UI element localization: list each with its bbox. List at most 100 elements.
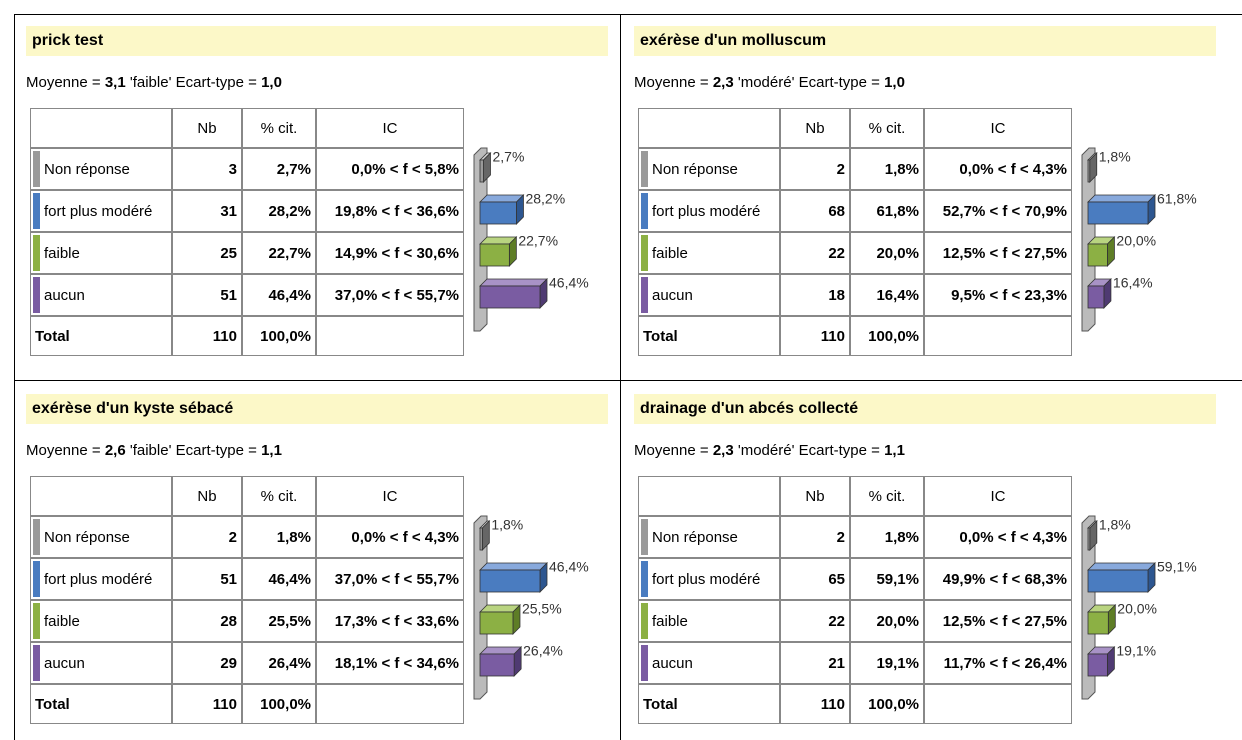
table-cell xyxy=(316,684,464,724)
table-cell xyxy=(30,108,172,148)
color-strip xyxy=(33,645,40,681)
table-cell: 0,0% < f < 4,3% xyxy=(316,516,464,558)
table-cell: 46,4% xyxy=(242,558,316,600)
subtitle-part: 3,1 xyxy=(104,74,126,91)
table-cell: 31 xyxy=(172,190,242,232)
border xyxy=(14,380,1242,381)
panel-title: exérèse d'un kyste sébacé xyxy=(26,394,608,424)
table-header: Nb xyxy=(780,108,850,148)
table-cell: 9,5% < f < 23,3% xyxy=(924,274,1072,316)
bar xyxy=(1087,201,1149,225)
row-label: fort plus modéré xyxy=(638,190,780,232)
subtitle-part: 'modéré' xyxy=(737,442,795,459)
color-strip xyxy=(33,277,40,313)
bar xyxy=(479,243,510,267)
table-cell: 1,8% xyxy=(242,516,316,558)
table-cell xyxy=(638,476,780,516)
bar xyxy=(479,285,541,309)
table-cell: 12,5% < f < 27,5% xyxy=(924,600,1072,642)
subtitle-part: Ecart-type = xyxy=(798,74,880,91)
table-cell: 26,4% xyxy=(242,642,316,684)
bar xyxy=(479,569,541,593)
panel-title: drainage d'un abcés collecté xyxy=(634,394,1216,424)
color-strip xyxy=(33,603,40,639)
table-cell xyxy=(924,316,1072,356)
color-strip xyxy=(641,151,648,187)
total-cell: 100,0% xyxy=(242,316,316,356)
value-label: 16,4% xyxy=(1113,275,1153,291)
subtitle-part: 1,0 xyxy=(261,74,282,91)
color-strip xyxy=(33,235,40,271)
bar-chart: 1,8% 61,8% 20,0% 16,4% xyxy=(1081,147,1197,332)
panel-title: exérèse d'un molluscum xyxy=(634,26,1216,56)
row-label: Non réponse xyxy=(30,516,172,558)
row-label: fort plus modéré xyxy=(30,190,172,232)
bar-chart: 2,7% 28,2% 22,7% 46,4% xyxy=(473,147,589,332)
total-cell: 110 xyxy=(780,316,850,356)
value-label: 59,1% xyxy=(1157,559,1197,575)
bar xyxy=(1087,611,1109,635)
color-strip xyxy=(641,561,648,597)
value-label: 26,4% xyxy=(523,643,563,659)
subtitle-part: 1,1 xyxy=(884,442,905,459)
subtitle: Moyenne = 2,6 'faible' Ecart-type = 1,1 xyxy=(26,442,286,459)
table-header: IC xyxy=(316,108,464,148)
table-cell: 20,0% xyxy=(850,600,924,642)
table-cell xyxy=(638,108,780,148)
value-label: 19,1% xyxy=(1116,643,1156,659)
color-strip xyxy=(641,645,648,681)
table-header: % cit. xyxy=(242,476,316,516)
table-cell: 12,5% < f < 27,5% xyxy=(924,232,1072,274)
table-cell: 2 xyxy=(780,148,850,190)
table-cell: 65 xyxy=(780,558,850,600)
table-cell: 17,3% < f < 33,6% xyxy=(316,600,464,642)
total-cell: 110 xyxy=(780,684,850,724)
value-label: 1,8% xyxy=(491,517,523,533)
row-label: faible xyxy=(638,232,780,274)
subtitle-part: 'modéré' xyxy=(737,74,795,91)
total-label: Total xyxy=(638,316,780,356)
table-cell: 61,8% xyxy=(850,190,924,232)
bar-top xyxy=(479,562,548,571)
total-label: Total xyxy=(30,316,172,356)
table-cell: 21 xyxy=(780,642,850,684)
value-label: 1,8% xyxy=(1099,149,1131,165)
bar xyxy=(1087,159,1091,183)
bar-chart: 1,8% 46,4% 25,5% 26,4% xyxy=(473,515,589,700)
table-cell: 2 xyxy=(172,516,242,558)
bar xyxy=(1087,569,1149,593)
table-header: Nb xyxy=(172,108,242,148)
table-cell: 2 xyxy=(780,516,850,558)
table-cell: 1,8% xyxy=(850,148,924,190)
subtitle-part: 2,3 xyxy=(712,74,734,91)
table-header: IC xyxy=(924,476,1072,516)
table-cell: 14,9% < f < 30,6% xyxy=(316,232,464,274)
table-cell: 59,1% xyxy=(850,558,924,600)
table-cell xyxy=(316,316,464,356)
value-label: 46,4% xyxy=(549,275,589,291)
table-header: IC xyxy=(316,476,464,516)
table-cell: 19,1% xyxy=(850,642,924,684)
border xyxy=(620,14,621,740)
table-cell: 46,4% xyxy=(242,274,316,316)
bar xyxy=(479,611,514,635)
row-label: Non réponse xyxy=(638,516,780,558)
bar xyxy=(479,201,517,225)
total-cell: 100,0% xyxy=(850,684,924,724)
border xyxy=(14,14,15,740)
table-cell: 29 xyxy=(172,642,242,684)
subtitle-part: 1,0 xyxy=(884,74,905,91)
value-label: 2,7% xyxy=(492,149,524,165)
row-label: fort plus modéré xyxy=(638,558,780,600)
table-cell: 11,7% < f < 26,4% xyxy=(924,642,1072,684)
table-cell: 25 xyxy=(172,232,242,274)
table-cell: 52,7% < f < 70,9% xyxy=(924,190,1072,232)
table-cell: 18 xyxy=(780,274,850,316)
total-label: Total xyxy=(638,684,780,724)
color-strip xyxy=(641,603,648,639)
value-label: 22,7% xyxy=(518,233,558,249)
bar-top xyxy=(1087,194,1156,203)
table-header: Nb xyxy=(780,476,850,516)
table-cell: 49,9% < f < 68,3% xyxy=(924,558,1072,600)
total-cell: 100,0% xyxy=(850,316,924,356)
